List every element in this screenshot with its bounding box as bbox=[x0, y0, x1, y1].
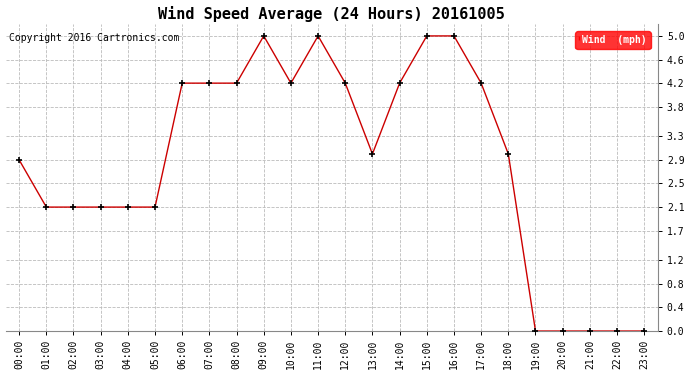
Legend: Wind  (mph): Wind (mph) bbox=[575, 31, 651, 50]
Title: Wind Speed Average (24 Hours) 20161005: Wind Speed Average (24 Hours) 20161005 bbox=[158, 6, 505, 21]
Text: Copyright 2016 Cartronics.com: Copyright 2016 Cartronics.com bbox=[9, 33, 179, 44]
